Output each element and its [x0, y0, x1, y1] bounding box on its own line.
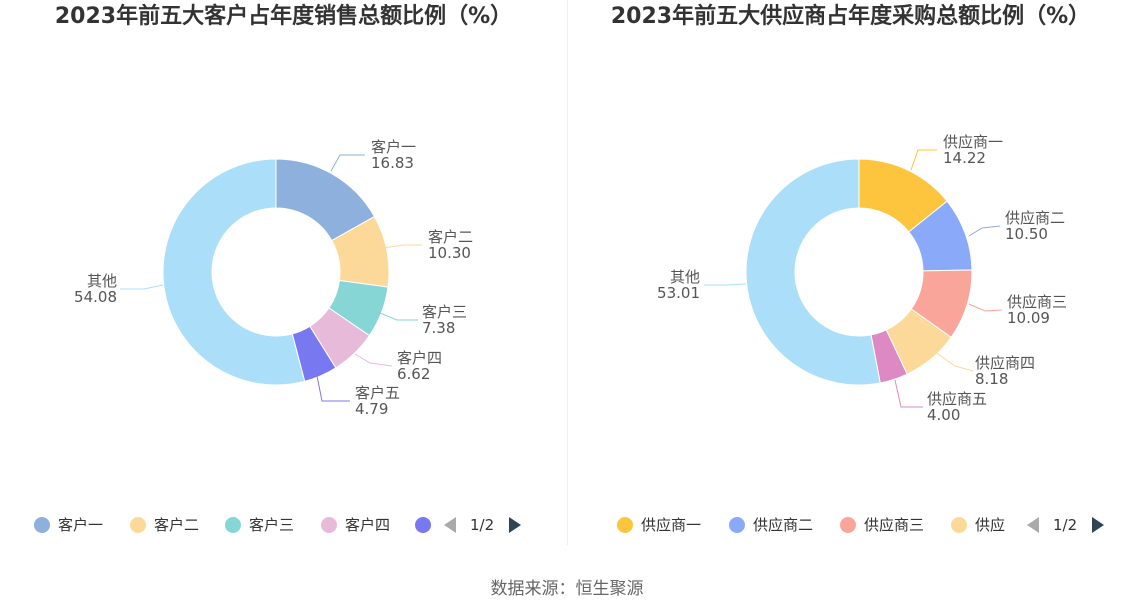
supplier-chart-panel: 2023年前五大供应商占年度采购总额比例（%） 供应商一 14.22 供应商二 10.…	[567, 0, 1134, 550]
legend-swatch	[951, 517, 967, 533]
legend-label: 供应	[975, 516, 1006, 534]
slice-value-label: 7.38	[422, 319, 455, 337]
slice-name-label: 供应商五	[927, 390, 987, 408]
slice-name-label: 客户二	[428, 228, 473, 246]
chart-title: 2023年前五大供应商占年度采购总额比例（%）	[610, 4, 1091, 29]
legend-next-page-icon[interactable]	[1092, 517, 1104, 533]
legend-prev-page-icon[interactable]	[1027, 517, 1039, 533]
legend-swatch	[130, 517, 146, 533]
label-leader-line	[120, 284, 164, 290]
legend-label: 供应商三	[864, 516, 925, 534]
slice-value-label: 4.79	[355, 400, 388, 418]
label-leader-line	[704, 283, 747, 286]
supplier-legend: 供应商一 供应商二 供应商三 供应 1/2	[567, 513, 1134, 537]
slice-value-label: 4.00	[927, 406, 960, 424]
label-leader-line	[968, 225, 1001, 237]
slice-value-label: 14.22	[943, 149, 986, 167]
slice-value-label: 10.30	[428, 244, 471, 262]
slice-name-label: 供应商二	[1005, 209, 1065, 227]
legend-swatch	[729, 517, 745, 533]
slice-value-label: 6.62	[397, 365, 430, 383]
label-leader-line	[382, 244, 422, 249]
legend-label: 供应商二	[753, 516, 814, 534]
slice-name-label: 其他	[670, 268, 700, 286]
legend-next-page-icon[interactable]	[509, 517, 521, 533]
label-leader-line	[316, 375, 350, 402]
slice-value-label: 53.01	[657, 284, 700, 302]
slice-value-label: 8.18	[975, 370, 1008, 388]
customer-chart-panel: 2023年前五大客户占年度销售总额比例（%） 客户一 16.83 客户二 10.30 客…	[0, 0, 567, 550]
legend-label: 客户三	[249, 516, 295, 534]
label-leader-line	[894, 379, 923, 408]
label-leader-line	[933, 350, 974, 372]
label-leader-line	[379, 312, 418, 321]
legend-label: 客户一	[58, 516, 104, 534]
donut-slice[interactable]	[162, 158, 306, 386]
customer-legend: 客户一 客户二 客户三 客户四 1/2	[0, 513, 567, 537]
label-leader-line	[354, 353, 393, 367]
slice-name-label: 客户三	[422, 303, 467, 321]
legend-label: 客户四	[345, 516, 391, 534]
slice-name-label: 供应商三	[1007, 293, 1067, 311]
legend-label: 客户二	[154, 516, 200, 534]
slice-name-label: 供应商一	[943, 133, 1003, 151]
slice-value-label: 16.83	[371, 154, 414, 172]
donut-slice[interactable]	[745, 158, 881, 386]
panel-divider	[567, 0, 568, 545]
legend-swatch	[415, 517, 431, 533]
legend-swatch	[617, 517, 633, 533]
legend-swatch	[34, 517, 50, 533]
slice-value-label: 54.08	[74, 288, 117, 306]
slice-name-label: 客户一	[371, 138, 416, 156]
slice-value-label: 10.50	[1005, 225, 1048, 243]
slice-name-label: 客户五	[355, 384, 400, 402]
legend-label: 供应商一	[641, 516, 702, 534]
label-leader-line	[968, 303, 1003, 312]
legend-swatch	[225, 517, 241, 533]
legend-prev-page-icon[interactable]	[444, 517, 456, 533]
slice-name-label: 供应商四	[975, 354, 1035, 372]
data-source: 数据来源：恒生聚源	[490, 579, 644, 599]
slice-name-label: 其他	[87, 272, 117, 290]
slice-name-label: 客户四	[397, 349, 442, 367]
chart-title: 2023年前五大客户占年度销售总额比例（%）	[54, 4, 513, 29]
legend-page-indicator: 1/2	[1053, 516, 1078, 534]
legend-swatch	[840, 517, 856, 533]
legend-swatch	[321, 517, 337, 533]
slice-value-label: 10.09	[1007, 309, 1050, 327]
legend-page-indicator: 1/2	[470, 516, 495, 534]
label-leader-line	[330, 154, 365, 172]
label-leader-line	[910, 149, 937, 171]
